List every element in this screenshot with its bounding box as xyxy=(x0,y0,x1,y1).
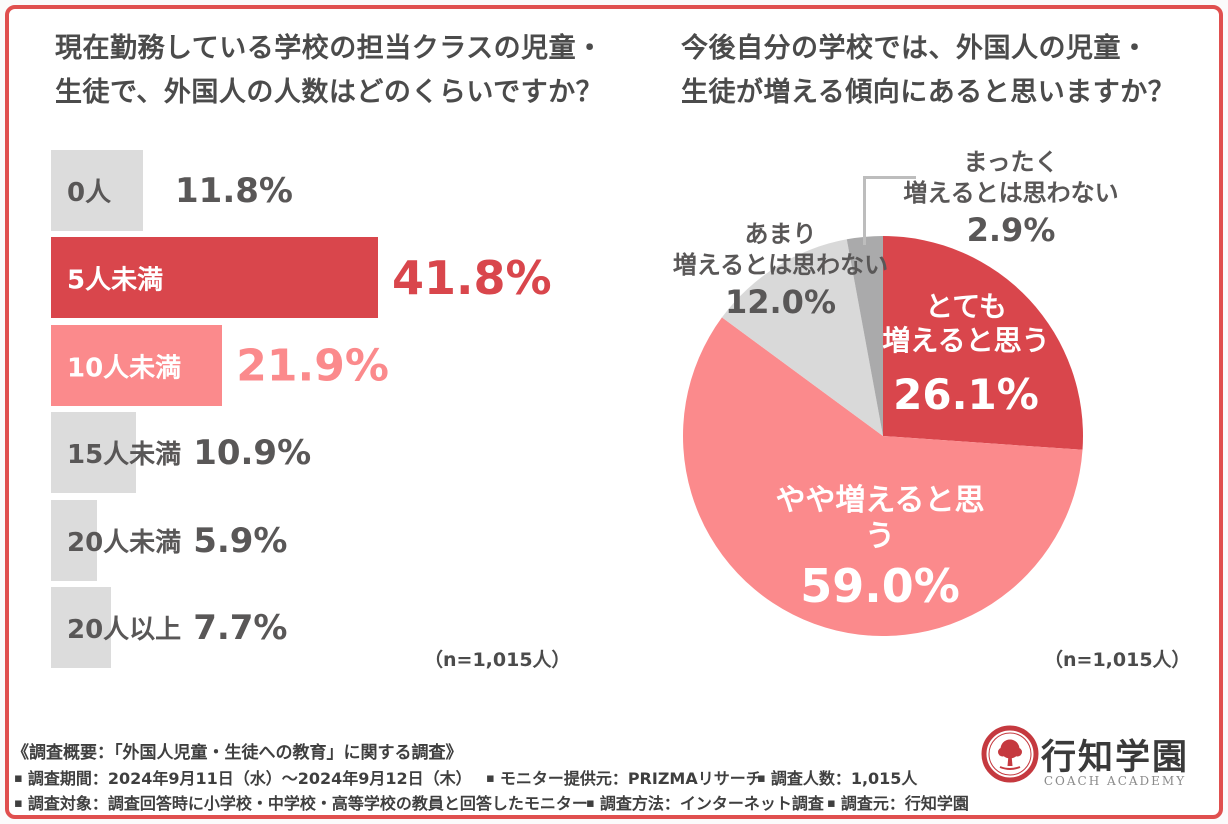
bar-category-label: 15人未満 xyxy=(67,440,182,470)
pie-label-text: やや増えると思う xyxy=(775,483,985,554)
pie-label-pct: 59.0% xyxy=(800,559,960,613)
coach-academy-seal-icon xyxy=(981,725,1039,783)
bar-category-label: 5人未満 xyxy=(67,265,164,295)
bar-category-label: 20人以上 xyxy=(67,615,182,645)
bar-chart: 0人 11.8% 5人未満 41.8% 10人未満 21.9% 15人未満 10.9% 20人未… xyxy=(51,150,626,675)
logo-subtitle: COACH ACADEMY xyxy=(1043,774,1187,788)
footer-item-text: 調査元：行知学園 xyxy=(840,794,969,813)
pie-label-totemo: とても 増えると思う 26.1% xyxy=(856,290,1076,419)
bar-value-label: 10.9% xyxy=(193,432,312,473)
pie-slice xyxy=(883,236,1083,450)
pie-chart-title: 今後自分の学校では、外国人の児童・ 生徒が増える傾向にあると思いますか？ xyxy=(681,33,1176,108)
bar-row: 20人未満 5.9% xyxy=(51,500,626,581)
footer-item-text: 調査対象：調査回答時に小学校・中学校・高等学校の教員と回答したモニター xyxy=(27,794,588,813)
bullet-icon: ▪ xyxy=(827,796,836,811)
bar-value-label: 5.9% xyxy=(193,520,288,561)
pie-label-text: とても 増えると思う xyxy=(882,290,1050,358)
bar-row: 15人未満 10.9% xyxy=(51,412,626,493)
leader-line xyxy=(863,176,916,245)
pie-label-mattaku: まったく 増えるとは思わない 2.9% xyxy=(898,147,1124,249)
bar-category-label: 10人未満 xyxy=(67,353,182,383)
bar-row-content: 0人 11.8% xyxy=(51,150,626,231)
bar-value-label: 7.7% xyxy=(193,607,288,648)
bar-row-content: 20人未満 5.9% xyxy=(51,500,626,581)
survey-overview-heading: 《調査概要：「外国人児童・生徒への教育」に関する調査》 xyxy=(12,743,463,763)
pie-chart-sample-size: （n=1,015人） xyxy=(1044,649,1191,671)
bar xyxy=(51,150,144,231)
bar-row: 0人 11.8% xyxy=(51,150,626,231)
bar-category-label: 20人未満 xyxy=(67,528,182,558)
footer-item-target: ▪ 調査対象：調査回答時に小学校・中学校・高等学校の教員と回答したモニター xyxy=(14,790,588,814)
pie-label-amari: あまり 増えるとは思わない 12.0% xyxy=(653,219,908,321)
footer-item-text: 調査人数：1,015人 xyxy=(770,769,918,788)
bar xyxy=(51,237,378,318)
bullet-icon: ▪ xyxy=(14,796,23,811)
pie-slice xyxy=(721,239,883,436)
bullet-icon: ▪ xyxy=(14,771,23,786)
pie-chart xyxy=(682,236,1083,637)
pie-label-pct: 12.0% xyxy=(724,283,836,322)
footer-item-text: モニター提供元：PRIZMAリサーチ xyxy=(499,769,762,788)
bar xyxy=(51,587,112,668)
bar-value-label: 21.9% xyxy=(236,340,389,391)
bar-value-label: 11.8% xyxy=(175,170,293,211)
bullet-icon: ▪ xyxy=(586,796,595,811)
logo-name: 行知学園 xyxy=(1040,737,1189,778)
bar-row: 5人未満 41.8% xyxy=(51,237,626,318)
pie-label-text: まったく 増えるとは思わない xyxy=(903,148,1119,208)
bar xyxy=(51,412,137,493)
bar-row: 20人以上 7.7% xyxy=(51,587,626,668)
pie-slice xyxy=(682,317,1083,637)
bar-row-content: 15人未満 10.9% xyxy=(51,412,626,493)
bullet-icon: ▪ xyxy=(486,771,495,786)
bar-category-label: 0人 xyxy=(67,178,112,208)
bar-chart-sample-size: （n=1,015人） xyxy=(424,649,571,671)
bar-row: 10人未満 21.9% xyxy=(51,325,626,406)
pie-label-yaya: やや増えると思う 59.0% xyxy=(762,483,998,613)
bar xyxy=(51,325,223,406)
footer-item-sample-count: ▪ 調査人数：1,015人 xyxy=(757,765,917,789)
bar-row-content: 20人以上 7.7% xyxy=(51,587,626,668)
footer-item-text: 調査期間：2024年9月11日（水）〜2024年9月12日（木） xyxy=(27,769,472,788)
pie-label-pct: 26.1% xyxy=(893,370,1039,420)
footer-item-monitor-provider: ▪ モニター提供元：PRIZMAリサーチ xyxy=(486,765,762,789)
bullet-icon: ▪ xyxy=(757,771,766,786)
pie-slice xyxy=(846,236,883,436)
bar-value-label: 41.8% xyxy=(392,250,552,305)
footer-item-text: 調査方法：インターネット調査 xyxy=(599,794,824,813)
pie-label-text: あまり 増えるとは思わない xyxy=(672,220,889,280)
footer-item-source: ▪ 調査元：行知学園 xyxy=(827,790,969,814)
bar-chart-title: 現在勤務している学校の担当クラスの児童・ 生徒で、外国人の人数はどのくらいですか… xyxy=(55,33,604,108)
footer-item-method: ▪ 調査方法：インターネット調査 xyxy=(586,790,824,814)
pie-label-pct: 2.9% xyxy=(966,211,1056,250)
footer-item-period: ▪ 調査期間：2024年9月11日（水）〜2024年9月12日（木） xyxy=(14,765,472,789)
bar xyxy=(51,500,98,581)
